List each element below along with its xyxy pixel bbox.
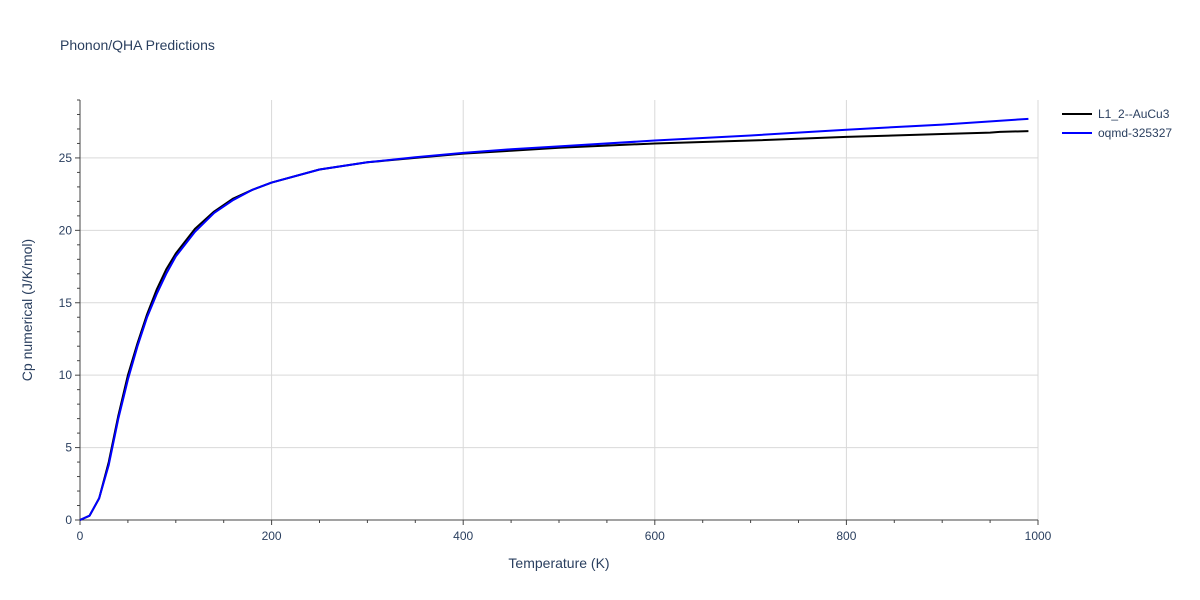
legend-label: L1_2--AuCu3 [1098,107,1170,121]
y-tick-labels: 0 5 10 15 20 25 [59,151,73,527]
legend-item[interactable]: L1_2--AuCu3 [1062,107,1170,121]
y-tick-label: 15 [59,296,73,310]
x-tick-label: 800 [836,529,856,543]
series-lines [79,117,1029,521]
grid-lines [80,100,1039,520]
x-tick-label: 200 [262,529,282,543]
x-tick-label: 600 [645,529,665,543]
y-tick-label: 5 [65,441,72,455]
series-line-1 [79,117,1029,521]
y-tick-label: 20 [59,223,73,237]
x-tick-labels: 0 200 400 600 800 1000 [77,529,1052,543]
chart-title: Phonon/QHA Predictions [60,37,215,53]
x-tick-label: 400 [453,529,473,543]
x-tick-label: 0 [77,529,84,543]
y-tick-label: 0 [65,513,72,527]
y-axis-title: Cp numerical (J/K/mol) [19,239,35,381]
legend[interactable]: L1_2--AuCu3 oqmd-325327 [1062,107,1172,140]
legend-label: oqmd-325327 [1098,126,1172,140]
x-axis-title: Temperature (K) [508,555,609,571]
legend-item[interactable]: oqmd-325327 [1062,126,1172,140]
y-tick-label: 10 [59,368,73,382]
x-tick-label: 1000 [1025,529,1052,543]
y-tick-label: 25 [59,151,73,165]
axes [75,99,1039,525]
